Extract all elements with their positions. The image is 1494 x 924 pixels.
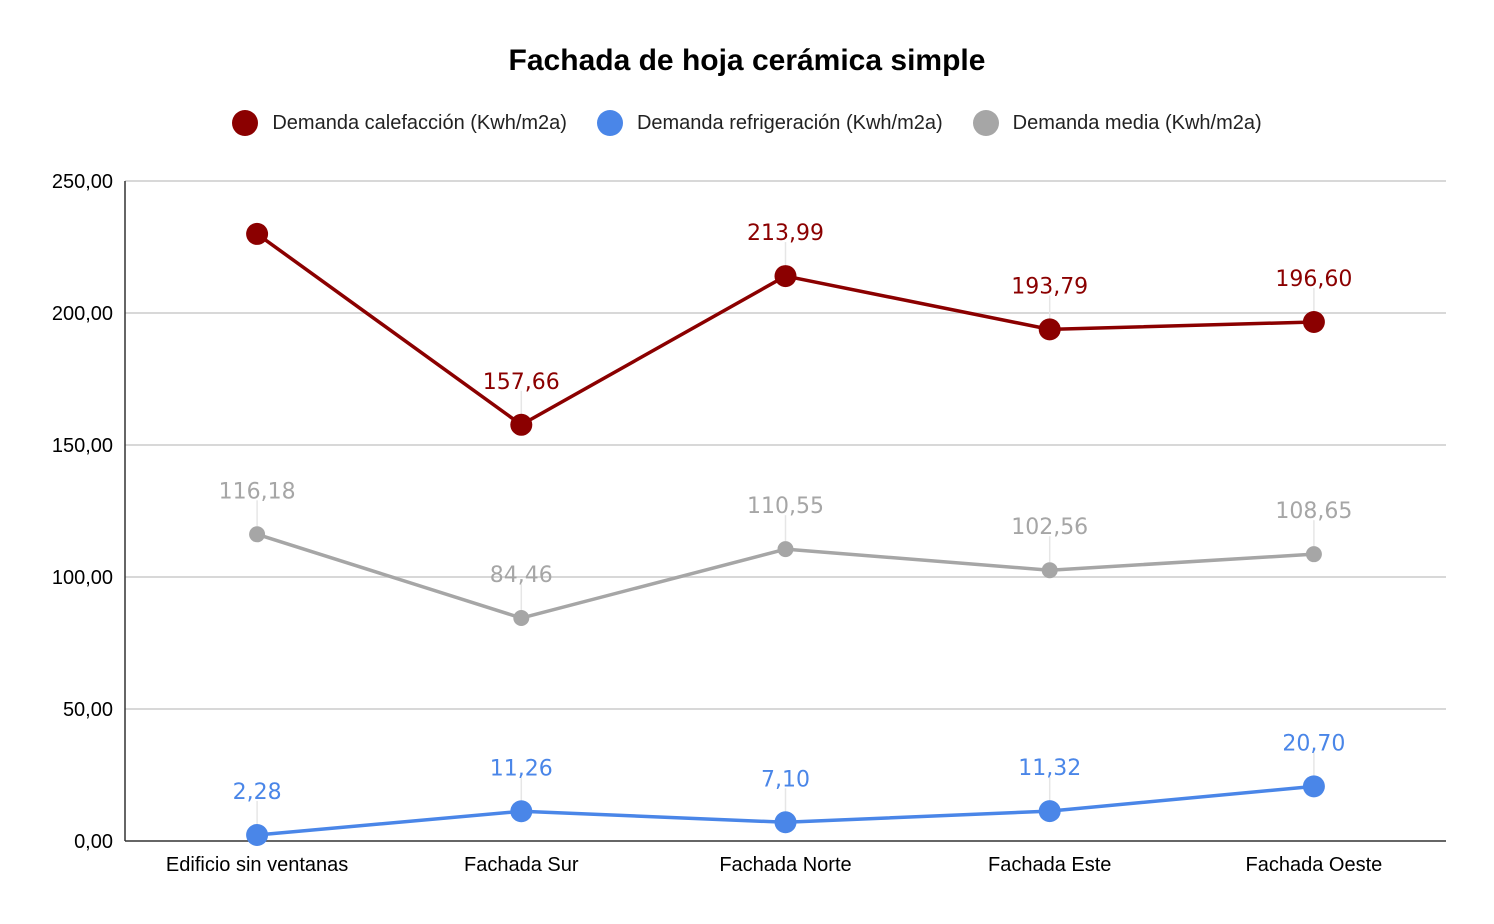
- legend-item-refrigeracion: Demanda refrigeración (Kwh/m2a): [596, 110, 943, 136]
- data-label: 213,99: [747, 221, 824, 246]
- y-tick-label: 200,00: [52, 303, 113, 325]
- legend-marker-media: [972, 110, 999, 136]
- data-point: [510, 413, 533, 436]
- legend: Demanda calefacción (Kwh/m2a) Demanda re…: [0, 110, 1494, 136]
- data-point: [1041, 562, 1058, 579]
- data-label: 84,46: [490, 563, 553, 588]
- data-label: 110,55: [747, 494, 824, 519]
- chart-title: Fachada de hoja cerámica simple: [508, 44, 986, 77]
- data-label: 11,32: [1018, 756, 1081, 781]
- y-tick-label: 250,00: [52, 171, 113, 193]
- data-label: 108,65: [1275, 499, 1352, 524]
- data-label: 116,18: [219, 479, 296, 504]
- data-point: [510, 800, 533, 823]
- data-label: 20,70: [1282, 731, 1345, 756]
- legend-item-calefaccion: Demanda calefacción (Kwh/m2a): [232, 110, 567, 136]
- legend-label-refrigeracion: Demanda refrigeración (Kwh/m2a): [636, 111, 943, 134]
- data-point: [1305, 546, 1322, 563]
- y-tick-label: 100,00: [52, 567, 113, 589]
- x-tick-label: Edificio sin ventanas: [166, 854, 348, 876]
- x-tick-label: Fachada Este: [988, 854, 1111, 876]
- x-tick-label: Fachada Oeste: [1246, 854, 1383, 876]
- data-label: 196,60: [1275, 267, 1352, 292]
- y-tick-label: 150,00: [52, 435, 113, 457]
- data-point: [774, 811, 797, 834]
- data-point: [246, 823, 269, 846]
- data-point: [249, 526, 266, 543]
- data-point: [513, 610, 530, 627]
- data-label: 7,10: [761, 767, 810, 792]
- y-tick-label: 50,00: [63, 699, 113, 721]
- x-tick-label: Fachada Sur: [464, 854, 579, 876]
- legend-marker-calefaccion: [232, 110, 259, 136]
- legend-label-calefaccion: Demanda calefacción (Kwh/m2a): [272, 111, 567, 134]
- data-point: [1302, 310, 1325, 333]
- data-label: 2,28: [233, 780, 282, 805]
- legend-label-media: Demanda media (Kwh/m2a): [1012, 111, 1262, 134]
- x-tick-label: Fachada Norte: [719, 854, 851, 876]
- legend-item-media: Demanda media (Kwh/m2a): [972, 110, 1262, 136]
- data-label: 102,56: [1011, 515, 1088, 540]
- data-label: 11,26: [490, 756, 553, 781]
- data-point: [246, 222, 269, 245]
- data-point: [1038, 800, 1061, 823]
- data-point: [1038, 318, 1061, 341]
- data-point: [1302, 775, 1325, 798]
- legend-marker-refrigeracion: [596, 110, 623, 136]
- data-point: [777, 541, 794, 558]
- y-tick-label: 0,00: [74, 831, 113, 853]
- data-label: 193,79: [1011, 274, 1088, 299]
- data-label: 157,66: [483, 370, 560, 395]
- data-point: [774, 265, 797, 288]
